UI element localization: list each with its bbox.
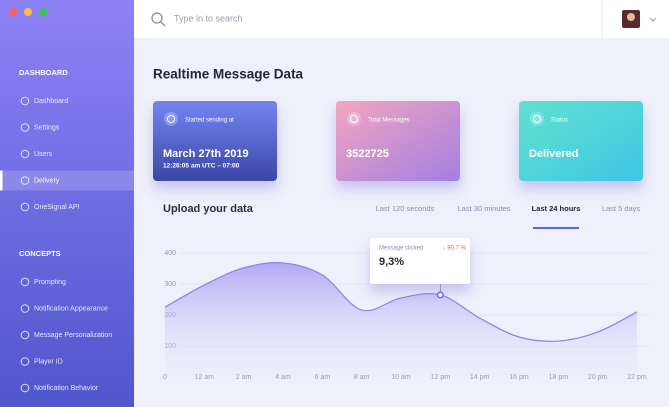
nav-icon [20,123,30,132]
nav-item[interactable]: Delivery [34,177,60,184]
nav-icon [20,277,30,287]
x-tick-label: 4 am [275,374,291,381]
x-tick-label: 18 pm [549,374,569,381]
card-icon-glyph [533,115,541,123]
search-icon [151,12,163,24]
card-icon [530,112,544,126]
nav-item[interactable]: Notification Behavior [34,385,99,392]
nav-item[interactable]: Player ID [34,358,63,365]
active-tab-underline [533,227,579,229]
y-tick-label: 400 [164,250,176,257]
stat-card [153,101,277,181]
x-tick-label: 20 pm [588,374,608,381]
active-item-bar [0,170,3,191]
time-range-tab[interactable]: Last 24 hours [532,204,581,213]
nav-icon [20,383,30,393]
card-label: Started sending at [185,118,234,124]
card-icon [164,112,178,126]
x-tick-label: 12 pm [431,374,451,381]
page-title: Realtime Message Data [153,67,304,82]
stat-card [519,101,643,181]
x-tick-label: 12 am [195,374,215,381]
nav-icon [20,330,30,340]
nav-icon [20,357,30,366]
avatar-face [627,13,635,21]
nav-icon [20,96,30,106]
nav-icon [20,176,30,185]
sidebar-section-title: CONCEPTS [19,249,61,258]
header [134,0,669,38]
nav-icon [20,149,30,159]
card-value: Delivered [529,148,579,160]
nav-item[interactable]: OneSignal API [34,204,80,211]
y-tick-label: 300 [164,281,176,288]
x-tick-label: 0 [163,374,167,381]
x-tick-label: 14 pm [470,374,490,381]
tooltip-value: 9,3% [379,256,404,268]
minimize-button[interactable] [24,8,32,16]
area-line [164,262,638,342]
time-range-tab[interactable]: Last 5 days [602,204,641,213]
card-icon-glyph [350,115,358,123]
nav-item[interactable]: Notification Appearance [34,305,108,312]
x-tick-label: 8 am [354,374,370,381]
x-tick-label: 2 am [236,374,252,381]
zoom-button[interactable] [39,8,47,16]
nav-item[interactable]: Dashboard [34,98,68,105]
nav-item[interactable]: Prompting [34,279,66,286]
close-button[interactable] [9,8,17,16]
area-fill [165,262,637,377]
sidebar [0,0,134,407]
stat-card [336,101,460,181]
sidebar-section-title: DASHBOARD [19,68,68,77]
x-tick-label: 10 am [391,374,411,381]
card-value: 3522725 [346,148,389,160]
x-tick-label: 22 pm [627,374,647,381]
card-detail: 12:26:05 am UTC – 07:00 [163,163,240,170]
time-range-tab[interactable]: Last 30 minutes [458,204,511,213]
nav-item[interactable]: Settings [34,124,60,131]
tooltip-change: ↓ 90,7 % [443,246,467,252]
upload-title: Upload your data [163,203,254,215]
nav-icon [20,304,30,313]
nav-icon [20,202,30,212]
card-icon-glyph [167,115,175,123]
card-value: March 27th 2019 [163,148,249,160]
search-input[interactable]: Type in to search [174,13,243,23]
highlight-point[interactable] [436,291,444,299]
card-label: Status [551,118,568,124]
x-tick-label: 6 am [315,374,331,381]
nav-item[interactable]: Message Personalization [34,332,112,339]
nav-item[interactable]: Users [34,151,53,158]
x-tick-label: 16 pm [509,374,529,381]
tooltip [370,238,470,284]
avatar-dropdown[interactable] [649,17,657,22]
search-icon-handle [160,21,166,27]
time-range-tab[interactable]: Last 120 seconds [376,204,435,213]
card-label: Total Messages [368,118,410,124]
active-item-highlight [0,170,134,191]
card-icon [347,112,361,126]
tooltip-label: Message clicked [379,246,423,252]
